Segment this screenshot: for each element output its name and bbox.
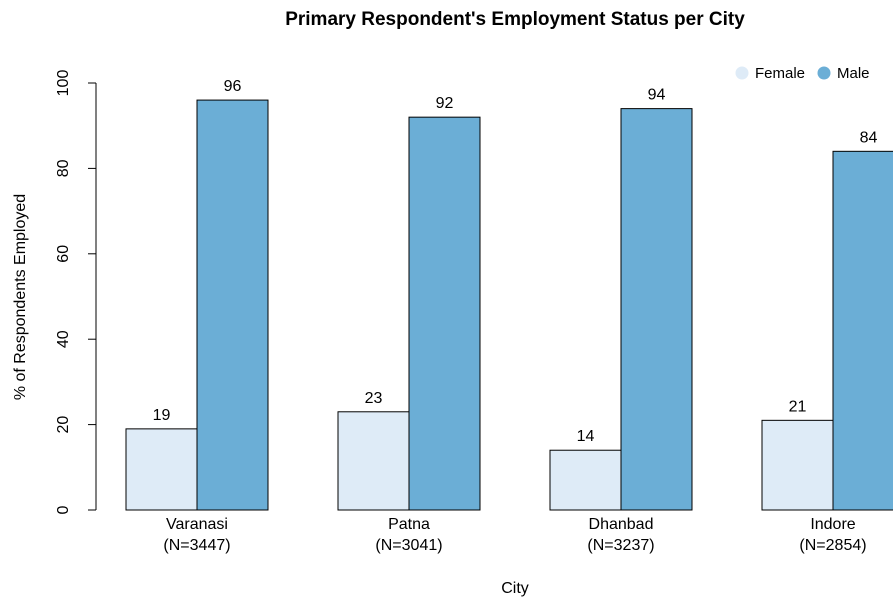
data-label-female-dhanbad: 14: [577, 428, 595, 445]
bar-female-indore: [761, 419, 834, 511]
x-tick-label: Indore: [810, 516, 855, 533]
data-label-male-varanasi: 96: [224, 78, 242, 95]
data-labels: 19 96 23 92 14 94 21 84: [153, 78, 878, 445]
x-axis-label: City: [501, 580, 529, 597]
x-tick-label: Dhanbad: [589, 516, 654, 533]
data-label-female-indore: 21: [789, 398, 807, 415]
data-label-male-indore: 84: [860, 129, 878, 146]
x-tick-label: Patna: [388, 516, 430, 533]
x-tick-sublabel: (N=3041): [375, 537, 442, 554]
x-tick-sublabel: (N=3237): [587, 537, 654, 554]
chart-title: Primary Respondent's Employment Status p…: [285, 9, 745, 30]
bar-female-patna: [337, 411, 410, 511]
bar-male-patna: [408, 116, 481, 511]
bar-female-dhanbad: [549, 449, 622, 511]
y-tick-label: 80: [55, 159, 72, 177]
legend-label-male: Male: [837, 65, 870, 82]
y-tick-label: 60: [55, 245, 72, 263]
data-label-male-patna: 92: [436, 95, 454, 112]
legend-swatch-male: [817, 66, 831, 80]
x-labels: Varanasi (N=3447) Patna (N=3041) Dhanbad (N=3…: [163, 516, 866, 554]
y-tick-label: 40: [55, 330, 72, 348]
bars: [125, 99, 893, 511]
legend-label-female: Female: [755, 65, 805, 82]
y-tick-label: 0: [55, 505, 72, 514]
x-tick-sublabel: (N=2854): [799, 537, 866, 554]
legend-swatch-female: [735, 66, 749, 80]
data-label-female-patna: 23: [365, 390, 383, 407]
bar-male-dhanbad: [620, 108, 693, 511]
bar-female-varanasi: [125, 428, 198, 511]
data-label-male-dhanbad: 94: [648, 87, 666, 104]
x-tick-label: Varanasi: [166, 516, 228, 533]
y-axis-label: % of Respondents Employed: [12, 194, 29, 400]
bar-male-varanasi: [196, 99, 269, 511]
x-tick-sublabel: (N=3447): [163, 537, 230, 554]
y-tick-label: 20: [55, 416, 72, 434]
y-axis: 0 20 40 60 80 100: [55, 70, 97, 514]
y-tick-label: 100: [55, 70, 72, 97]
data-label-female-varanasi: 19: [153, 407, 171, 424]
bar-male-indore: [832, 150, 893, 511]
legend: Female Male: [735, 65, 870, 82]
